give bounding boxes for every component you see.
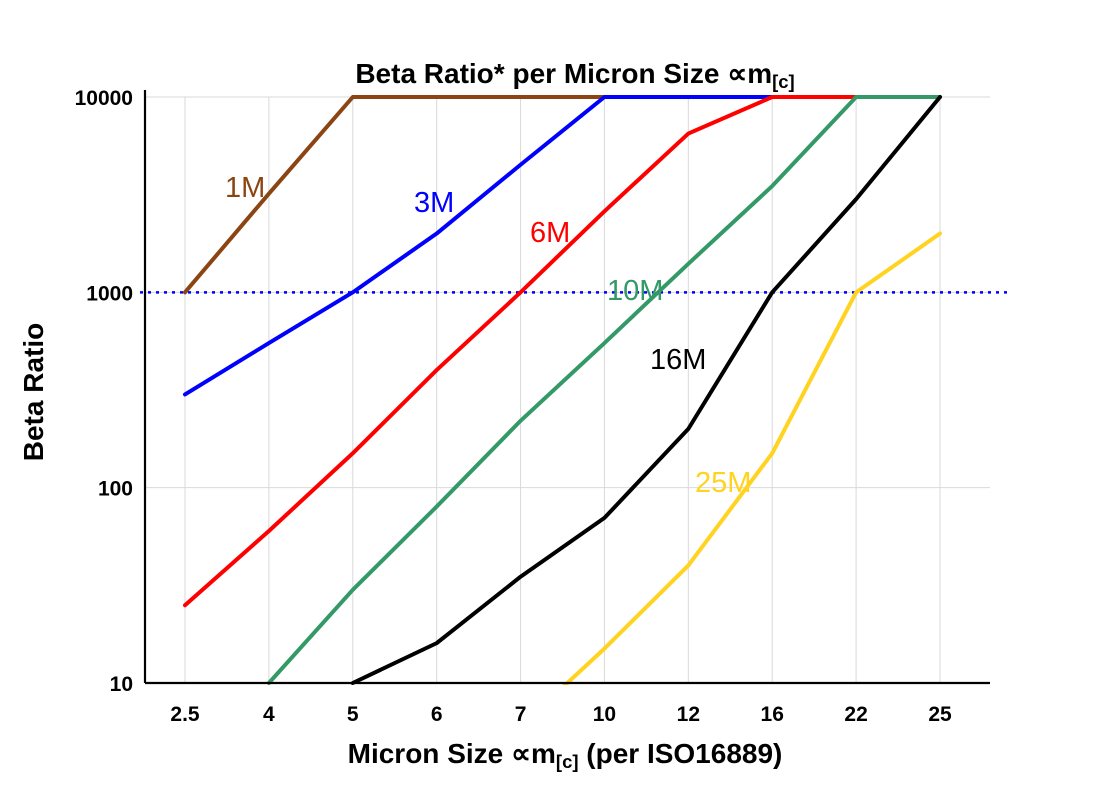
y-tick-label: 100 bbox=[98, 478, 133, 501]
series-line-3M bbox=[183, 95, 775, 397]
y-tick-label: 10 bbox=[110, 673, 133, 696]
x-axis-label: Micron Size ∝m[c] (per ISO16889) bbox=[348, 737, 783, 773]
chart-title-symbol: ∝m bbox=[727, 58, 773, 89]
chart-title-text: Beta Ratio* per Micron Size bbox=[355, 58, 728, 89]
x-tick-label: 4 bbox=[263, 703, 275, 726]
x-axis-label-text: Micron Size bbox=[347, 738, 512, 769]
x-tick-label: 7 bbox=[515, 703, 527, 726]
x-tick-label: 10 bbox=[593, 703, 616, 726]
x-axis-label-suffix: (per ISO16889) bbox=[578, 738, 783, 769]
series-line-16M bbox=[350, 95, 942, 685]
chart-title: Beta Ratio* per Micron Size ∝m[c] bbox=[355, 57, 794, 93]
y-tick-label: 1000 bbox=[86, 282, 133, 305]
series-label-16M: 16M bbox=[650, 344, 706, 376]
series-line-10M bbox=[266, 95, 942, 685]
series-label-6M: 6M bbox=[530, 217, 570, 249]
series-line-6M bbox=[183, 95, 859, 608]
series-line-1M bbox=[183, 95, 607, 295]
series-label-1M: 1M bbox=[225, 172, 265, 204]
series-label-3M: 3M bbox=[414, 187, 454, 219]
x-tick-label: 2.5 bbox=[170, 703, 200, 726]
x-tick-label: 5 bbox=[347, 703, 359, 726]
x-tick-label: 22 bbox=[844, 703, 867, 726]
x-axis-label-symbol: ∝m bbox=[511, 738, 556, 769]
x-axis-label-subscript: [c] bbox=[555, 751, 579, 773]
chart-title-subscript: [c] bbox=[772, 71, 795, 93]
series-label-10M: 10M bbox=[607, 275, 663, 307]
x-tick-label: 25 bbox=[928, 703, 952, 726]
series-label-25M: 25M bbox=[695, 467, 751, 499]
x-tick-label: 12 bbox=[677, 703, 700, 726]
x-tick-label: 16 bbox=[761, 703, 784, 726]
x-tick-label: 6 bbox=[431, 703, 443, 726]
y-tick-label: 10000 bbox=[75, 87, 133, 110]
series-line-25M bbox=[562, 231, 942, 685]
y-axis-label: Beta Ratio bbox=[18, 322, 49, 462]
